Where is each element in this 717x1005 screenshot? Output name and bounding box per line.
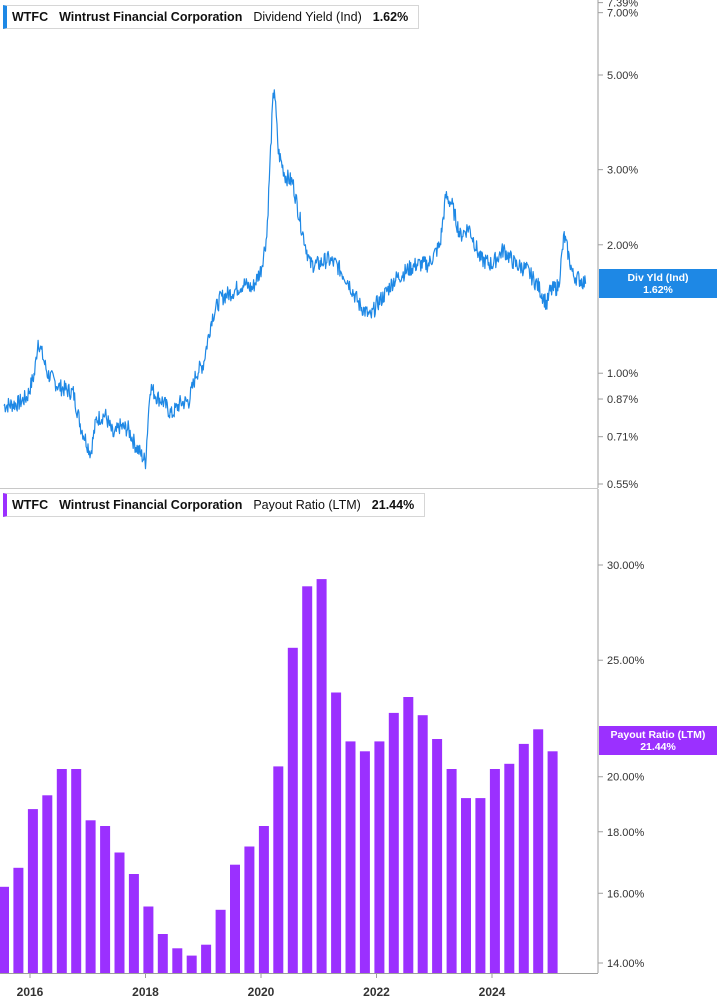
- top-y-axis: 7.39%7.00% 5.00% 3.00% 2.00% 1.00% 0.87% 0.71%…: [598, 0, 638, 491]
- payout-bar: [388, 712, 399, 973]
- payout-bar: [42, 795, 53, 973]
- yield-series: [3, 89, 587, 470]
- bottom-y-tick-label: 16.00%: [607, 888, 645, 900]
- yield-tag-label: Div Yld (Ind): [627, 271, 689, 284]
- payout-bar: [128, 874, 139, 973]
- payout-value-tag: Payout Ratio (LTM) 21.44%: [599, 726, 717, 755]
- yield-tag-value: 1.62%: [643, 283, 673, 296]
- payout-bar: [432, 739, 443, 973]
- payout-bar: [359, 751, 370, 973]
- payout-tag-label: Payout Ratio (LTM): [610, 728, 706, 741]
- payout-bar: [186, 955, 197, 973]
- payout-bar: [533, 729, 544, 973]
- payout-bar: [172, 948, 183, 973]
- payout-bar: [331, 692, 342, 973]
- payout-bar: [56, 769, 67, 973]
- payout-bar: [100, 826, 111, 973]
- x-tick-label: 2016: [17, 985, 44, 999]
- top-y-tick-label: 0.55%: [607, 479, 638, 491]
- top-y-tick-label: 7.00%: [607, 8, 638, 20]
- bottom-legend: WTFC Wintrust Financial Corporation Payo…: [3, 493, 426, 517]
- top-legend-metric: Dividend Yield (Ind): [253, 10, 362, 24]
- payout-bar: [244, 846, 255, 973]
- payout-bar: [258, 826, 269, 973]
- bottom-y-tick-label: 20.00%: [607, 772, 645, 784]
- x-axis: 2016 2018 2020 2022 2024: [17, 973, 506, 999]
- top-legend-value: 1.62%: [372, 10, 409, 24]
- payout-bar: [302, 586, 313, 973]
- top-y-tick-label: 2.00%: [607, 240, 638, 252]
- bottom-legend-company: Wintrust Financial Corporation: [59, 498, 243, 512]
- payout-bar: [518, 743, 529, 973]
- x-tick-label: 2020: [248, 985, 275, 999]
- payout-bar: [547, 751, 558, 973]
- payout-bar: [461, 798, 471, 973]
- payout-bar: [0, 886, 9, 973]
- payout-bar: [403, 697, 414, 973]
- top-legend-ticker: WTFC: [12, 10, 49, 24]
- top-y-tick-label: 3.00%: [607, 165, 638, 177]
- payout-bar: [345, 741, 356, 973]
- payout-bar: [374, 741, 385, 973]
- payout-tag-value: 21.44%: [640, 740, 676, 753]
- top-legend-company: Wintrust Financial Corporation: [59, 10, 243, 24]
- payout-bars: [0, 579, 558, 973]
- payout-bar: [446, 769, 457, 973]
- bottom-legend-metric: Payout Ratio (LTM): [253, 498, 361, 512]
- payout-bar: [287, 647, 298, 973]
- x-tick-label: 2018: [132, 985, 159, 999]
- payout-bar: [71, 769, 82, 973]
- top-y-tick-label: 5.00%: [607, 70, 638, 82]
- payout-bar: [114, 852, 125, 973]
- payout-bar: [13, 867, 24, 973]
- bottom-y-tick-label: 25.00%: [607, 655, 645, 667]
- bottom-y-tick-label: 30.00%: [607, 560, 645, 572]
- bottom-y-axis: 30.00% 25.00% 20.00% 18.00% 16.00% 14.00%: [598, 560, 645, 970]
- bottom-legend-value: 21.44%: [371, 498, 415, 512]
- x-tick-label: 2022: [363, 985, 390, 999]
- top-legend: WTFC Wintrust Financial Corporation Divi…: [3, 5, 420, 29]
- bottom-legend-ticker: WTFC: [12, 498, 49, 512]
- payout-bar: [489, 769, 500, 973]
- payout-bar: [201, 944, 212, 973]
- top-y-tick-label: 0.87%: [607, 394, 638, 406]
- payout-bar: [27, 809, 38, 973]
- payout-bar: [475, 798, 486, 973]
- top-y-tick-label: 7.39%: [607, 0, 638, 10]
- payout-bar: [143, 906, 154, 973]
- yield-line: [3, 89, 587, 470]
- bottom-y-tick-label: 18.00%: [607, 827, 645, 839]
- payout-bar: [215, 909, 226, 973]
- payout-bar: [316, 579, 327, 973]
- payout-bar: [85, 820, 96, 973]
- top-y-tick-label: 0.71%: [607, 432, 638, 444]
- top-y-tick-label: 1.00%: [607, 368, 638, 380]
- payout-bar: [157, 934, 168, 973]
- bottom-y-tick-label: 14.00%: [607, 958, 645, 970]
- x-tick-label: 2024: [479, 985, 506, 999]
- payout-bar: [504, 763, 515, 973]
- yield-value-tag: Div Yld (Ind) 1.62%: [599, 269, 717, 298]
- payout-bar: [230, 864, 240, 973]
- payout-bar: [417, 715, 428, 973]
- payout-bar: [273, 766, 284, 973]
